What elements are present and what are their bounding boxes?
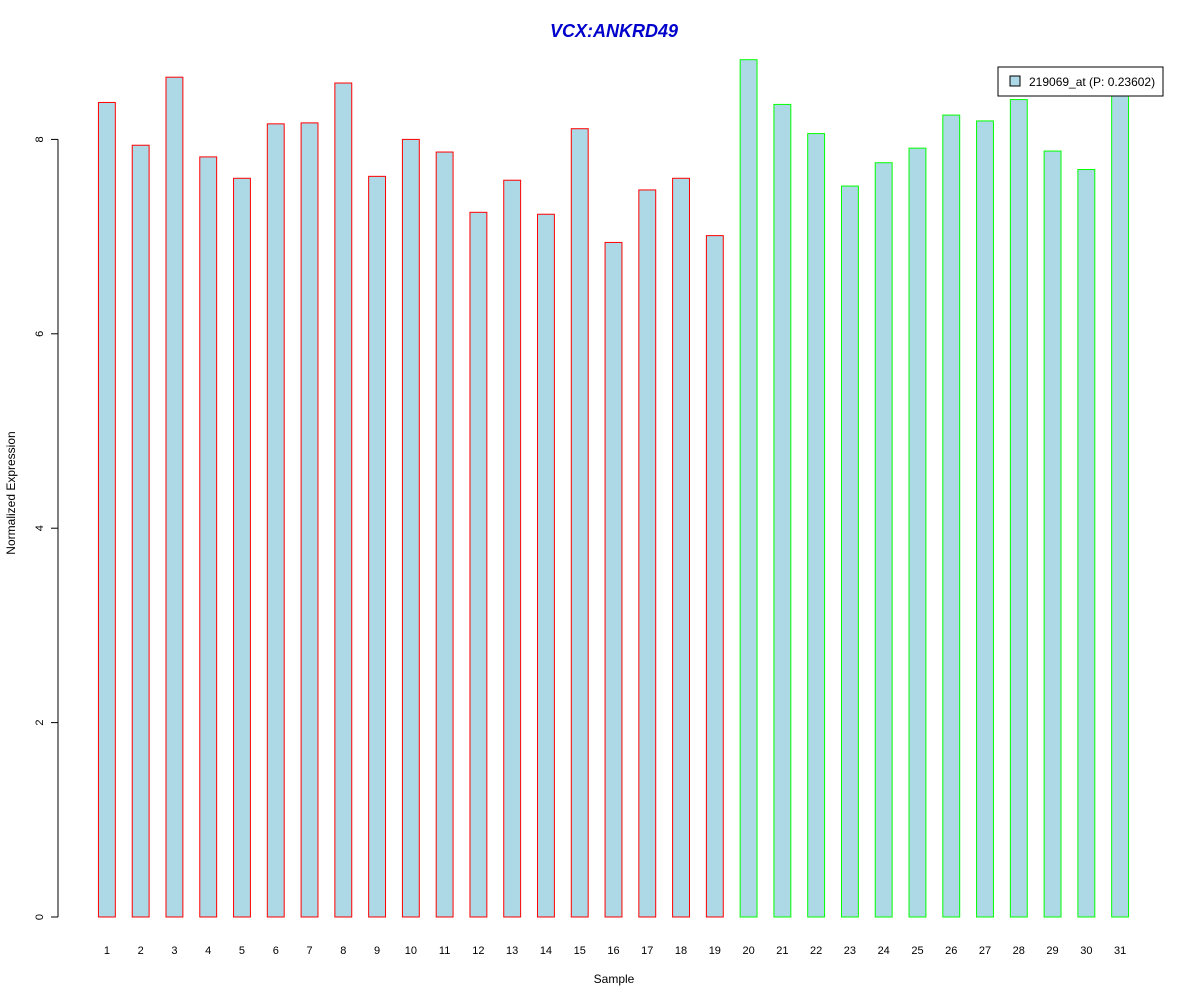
legend-swatch [1009, 75, 1021, 87]
x-tick-label: 16 [607, 945, 619, 957]
y-axis: 0 2 4 6 8 [34, 136, 59, 920]
bar-sample-8 [334, 82, 353, 918]
bar-sample-13 [503, 179, 522, 918]
x-tick-label: 28 [1013, 945, 1025, 957]
y-tick-label: 0 [34, 914, 46, 920]
x-tick-label: 5 [239, 945, 245, 957]
bar-sample-16 [604, 241, 623, 918]
bar-sample-30 [1077, 169, 1096, 918]
bar-sample-10 [401, 138, 420, 918]
x-tick-label: 25 [911, 945, 923, 957]
x-axis-label: Sample [594, 972, 635, 986]
x-tick-label: 24 [878, 945, 890, 957]
bar-sample-2 [131, 144, 150, 918]
chart-title: VCX:ANKRD49 [550, 21, 678, 41]
x-tick-labels: 1 2 3 4 5 6 7 8 9 10 11 12 13 14 15 16 17 18 19 20 21 22 23 24 2… [104, 945, 1126, 957]
bar-sample-12 [469, 211, 488, 918]
bar-sample-28 [1009, 99, 1028, 918]
bar-sample-18 [672, 177, 690, 918]
x-tick-label: 23 [844, 945, 856, 957]
bar-sample-21 [773, 103, 792, 918]
x-tick-label: 6 [273, 945, 279, 957]
bar-sample-17 [638, 189, 657, 918]
x-tick-label: 11 [439, 945, 450, 957]
y-tick-label: 8 [34, 136, 46, 142]
x-tick-label: 21 [776, 945, 788, 957]
x-tick-label: 20 [742, 945, 754, 957]
x-tick-label: 8 [340, 945, 346, 957]
bars-group [97, 59, 1130, 918]
bar-sample-4 [199, 156, 218, 918]
x-tick-label: 3 [171, 945, 177, 957]
bar-sample-29 [1043, 150, 1062, 918]
bar-sample-9 [368, 175, 387, 918]
bar-sample-3 [165, 76, 184, 918]
x-tick-label: 18 [675, 945, 687, 957]
bar-sample-6 [266, 123, 285, 918]
bar-sample-31 [1111, 95, 1130, 918]
bar-sample-22 [807, 133, 826, 918]
y-axis-label: Normalized Expression [4, 431, 18, 554]
y-tick-label: 2 [34, 720, 46, 726]
bar-sample-25 [908, 147, 927, 918]
bar-sample-15 [570, 128, 589, 918]
x-tick-label: 22 [810, 945, 822, 957]
x-tick-label: 10 [405, 945, 417, 957]
bar-sample-27 [976, 120, 994, 918]
x-tick-label: 26 [945, 945, 957, 957]
bar-sample-1 [97, 101, 116, 918]
y-tick-label: 4 [34, 525, 46, 531]
x-tick-label: 27 [979, 945, 991, 957]
x-tick-label: 1 [104, 945, 110, 957]
bar-sample-14 [537, 213, 555, 918]
bar-sample-7 [300, 122, 319, 918]
x-tick-label: 7 [306, 945, 312, 957]
x-tick-label: 30 [1080, 945, 1092, 957]
y-tick-label: 6 [34, 331, 46, 337]
legend-entry-label: 219069_at (P: 0.23602) [1029, 75, 1155, 89]
x-tick-label: 13 [506, 945, 518, 957]
bar-sample-24 [874, 162, 893, 918]
bar-sample-26 [942, 114, 961, 918]
x-tick-label: 15 [574, 945, 586, 957]
x-tick-label: 12 [472, 945, 484, 957]
x-tick-label: 31 [1114, 945, 1126, 957]
bar-sample-5 [233, 177, 251, 918]
bar-sample-20 [739, 59, 758, 918]
x-tick-label: 17 [641, 945, 653, 957]
x-tick-label: 14 [540, 945, 552, 957]
bar-sample-23 [840, 185, 859, 918]
x-tick-label: 19 [709, 945, 721, 957]
x-tick-label: 4 [205, 945, 211, 957]
x-tick-label: 2 [138, 945, 144, 957]
legend-box [997, 66, 1164, 97]
legend: 219069_at (P: 0.23602) [997, 66, 1164, 97]
x-tick-label: 9 [374, 945, 380, 957]
x-tick-label: 29 [1046, 945, 1058, 957]
bar-sample-19 [705, 235, 724, 918]
bar-sample-11 [435, 151, 454, 918]
